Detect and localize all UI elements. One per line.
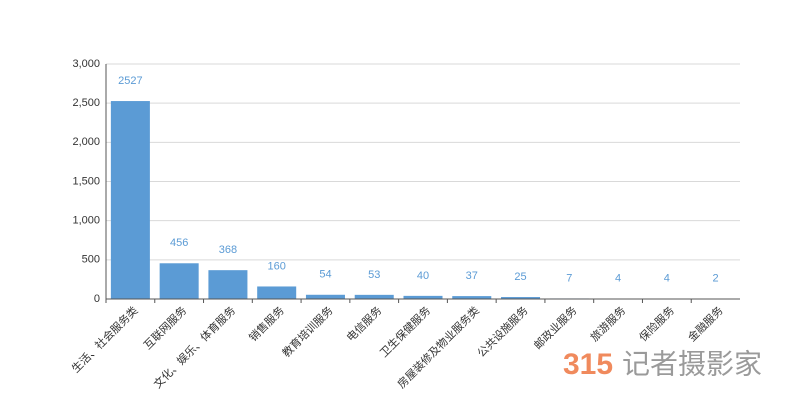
x-tick-label: 邮政业服务 (531, 303, 580, 352)
y-tick-label: 1,000 (72, 215, 100, 227)
x-tick-label: 公共设施服务 (475, 304, 531, 360)
value-label: 4 (615, 273, 621, 285)
value-label: 456 (170, 237, 188, 249)
x-tick-label: 电信服务 (344, 304, 384, 344)
bar (159, 263, 199, 299)
value-label: 40 (417, 270, 429, 282)
y-tick-label: 2,500 (72, 97, 100, 109)
bar (208, 270, 248, 299)
x-tick-label: 卫生保健服务 (377, 303, 434, 360)
y-tick-label: 0 (94, 293, 100, 305)
value-label: 7 (566, 272, 572, 284)
watermark-text: 记者摄影家 (622, 348, 762, 379)
bar (110, 101, 150, 299)
x-tick-label: 金融服务 (685, 303, 726, 344)
x-tick-label: 互联网服务 (141, 304, 189, 352)
value-label: 160 (268, 260, 286, 272)
x-tick-label: 保险服务 (636, 303, 677, 344)
bar (257, 286, 297, 299)
value-label: 2527 (118, 75, 142, 87)
watermark-number: 315 (563, 348, 613, 381)
y-tick-label: 3,000 (72, 58, 100, 70)
x-tick-label: 文化、娱乐、体育服务 (150, 303, 238, 391)
bar (305, 294, 345, 299)
x-tick-label: 房屋装修及物业服务类 (394, 303, 482, 391)
value-label: 25 (514, 271, 526, 283)
y-tick-label: 500 (82, 254, 100, 266)
value-label: 37 (466, 270, 478, 282)
y-tick-label: 2,000 (72, 136, 100, 148)
x-tick-label: 旅游服务 (587, 303, 628, 344)
value-label: 4 (664, 273, 670, 285)
bar (501, 297, 541, 299)
value-label: 54 (319, 269, 331, 281)
bar (452, 296, 492, 299)
x-tick-label: 销售服务 (246, 303, 287, 344)
value-label: 2 (713, 273, 719, 285)
value-label: 368 (219, 244, 237, 256)
bar (354, 294, 394, 299)
value-label: 53 (368, 269, 380, 281)
bar (403, 295, 443, 299)
x-tick-label: 教育培训服务 (279, 303, 336, 360)
y-tick-label: 1,500 (72, 175, 100, 187)
x-tick-label: 生活、社会服务类 (68, 303, 140, 375)
